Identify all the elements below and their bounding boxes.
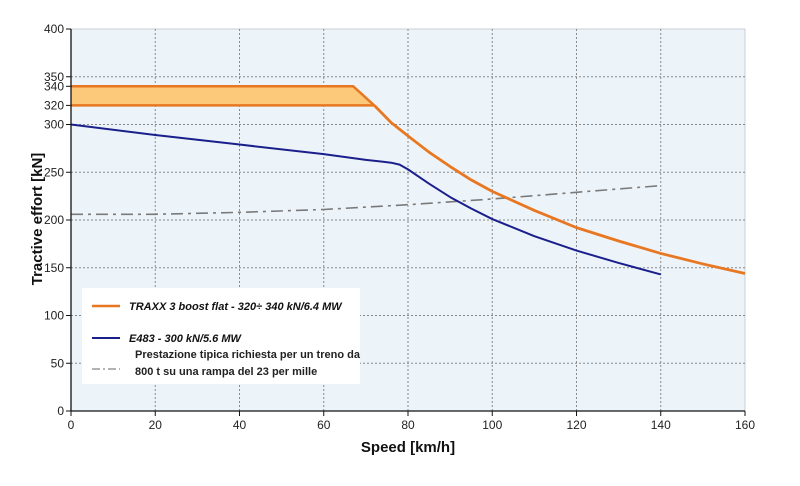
series-lines xyxy=(70,85,746,276)
y-tick-label: 320 xyxy=(44,98,64,112)
legend-box xyxy=(82,288,360,384)
traxx-band-fill xyxy=(71,86,375,106)
x-tick-label: 140 xyxy=(651,418,671,432)
y-tick-label: 340 xyxy=(44,79,64,93)
x-tick-label: 40 xyxy=(233,418,247,432)
y-tick-label: 250 xyxy=(44,165,64,179)
series-line-e483 xyxy=(70,123,662,276)
y-tick-label: 350 xyxy=(44,70,64,84)
x-tick-label: 60 xyxy=(317,418,331,432)
legend-label-e483: E483 - 300 kN/5.6 MW xyxy=(129,333,243,345)
series-line-required-performance xyxy=(71,184,661,216)
x-tick-label: 160 xyxy=(735,418,755,432)
legend-label-traxx: TRAXX 3 boost flat - 320÷ 340 kN/6.4 MW xyxy=(129,301,343,313)
legend-label-required-line1: Prestazione tipica richiesta per un tren… xyxy=(135,349,361,361)
y-tick-label: 150 xyxy=(44,261,64,275)
x-tick-label: 120 xyxy=(566,418,586,432)
y-tick-label: 400 xyxy=(44,22,64,36)
y-tick-label: 0 xyxy=(57,404,64,418)
legend: TRAXX 3 boost flat - 320÷ 340 kN/6.4 MW … xyxy=(82,288,361,384)
x-tick-label: 100 xyxy=(482,418,502,432)
x-tick-label: 0 xyxy=(68,418,75,432)
series-line-traxx xyxy=(373,104,746,275)
x-tick-label: 20 xyxy=(149,418,163,432)
y-tick-label: 100 xyxy=(44,309,64,323)
x-axis-title: Speed [km/h] xyxy=(361,439,455,456)
y-tick-label: 50 xyxy=(51,356,65,370)
legend-label-required-line2: 800 t su una rampa del 23 per mille xyxy=(135,366,317,378)
y-axis-title: Tractive effort [kN] xyxy=(29,153,46,286)
traxx-band xyxy=(71,86,375,106)
series-line-traxx-340 xyxy=(71,85,376,107)
y-tick-label: 300 xyxy=(44,118,64,132)
x-tick-labels: 0 20 40 60 80 100 120 140 160 xyxy=(68,411,755,432)
y-tick-labels: 0 50 100 150 200 250 300 350 400 320 340 xyxy=(44,22,71,418)
y-tick-label: 200 xyxy=(44,213,64,227)
x-tick-label: 80 xyxy=(401,418,415,432)
